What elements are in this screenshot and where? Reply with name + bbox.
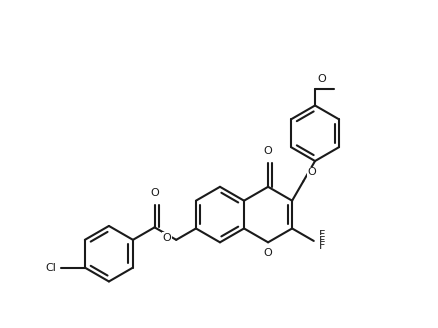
Text: F: F (319, 236, 325, 246)
Text: O: O (317, 74, 326, 84)
Text: F: F (319, 231, 325, 240)
Text: Cl: Cl (46, 263, 57, 273)
Text: O: O (264, 248, 272, 258)
Text: O: O (264, 146, 272, 156)
Text: O: O (162, 233, 171, 243)
Text: O: O (307, 168, 316, 177)
Text: F: F (319, 241, 325, 251)
Text: O: O (150, 188, 159, 198)
